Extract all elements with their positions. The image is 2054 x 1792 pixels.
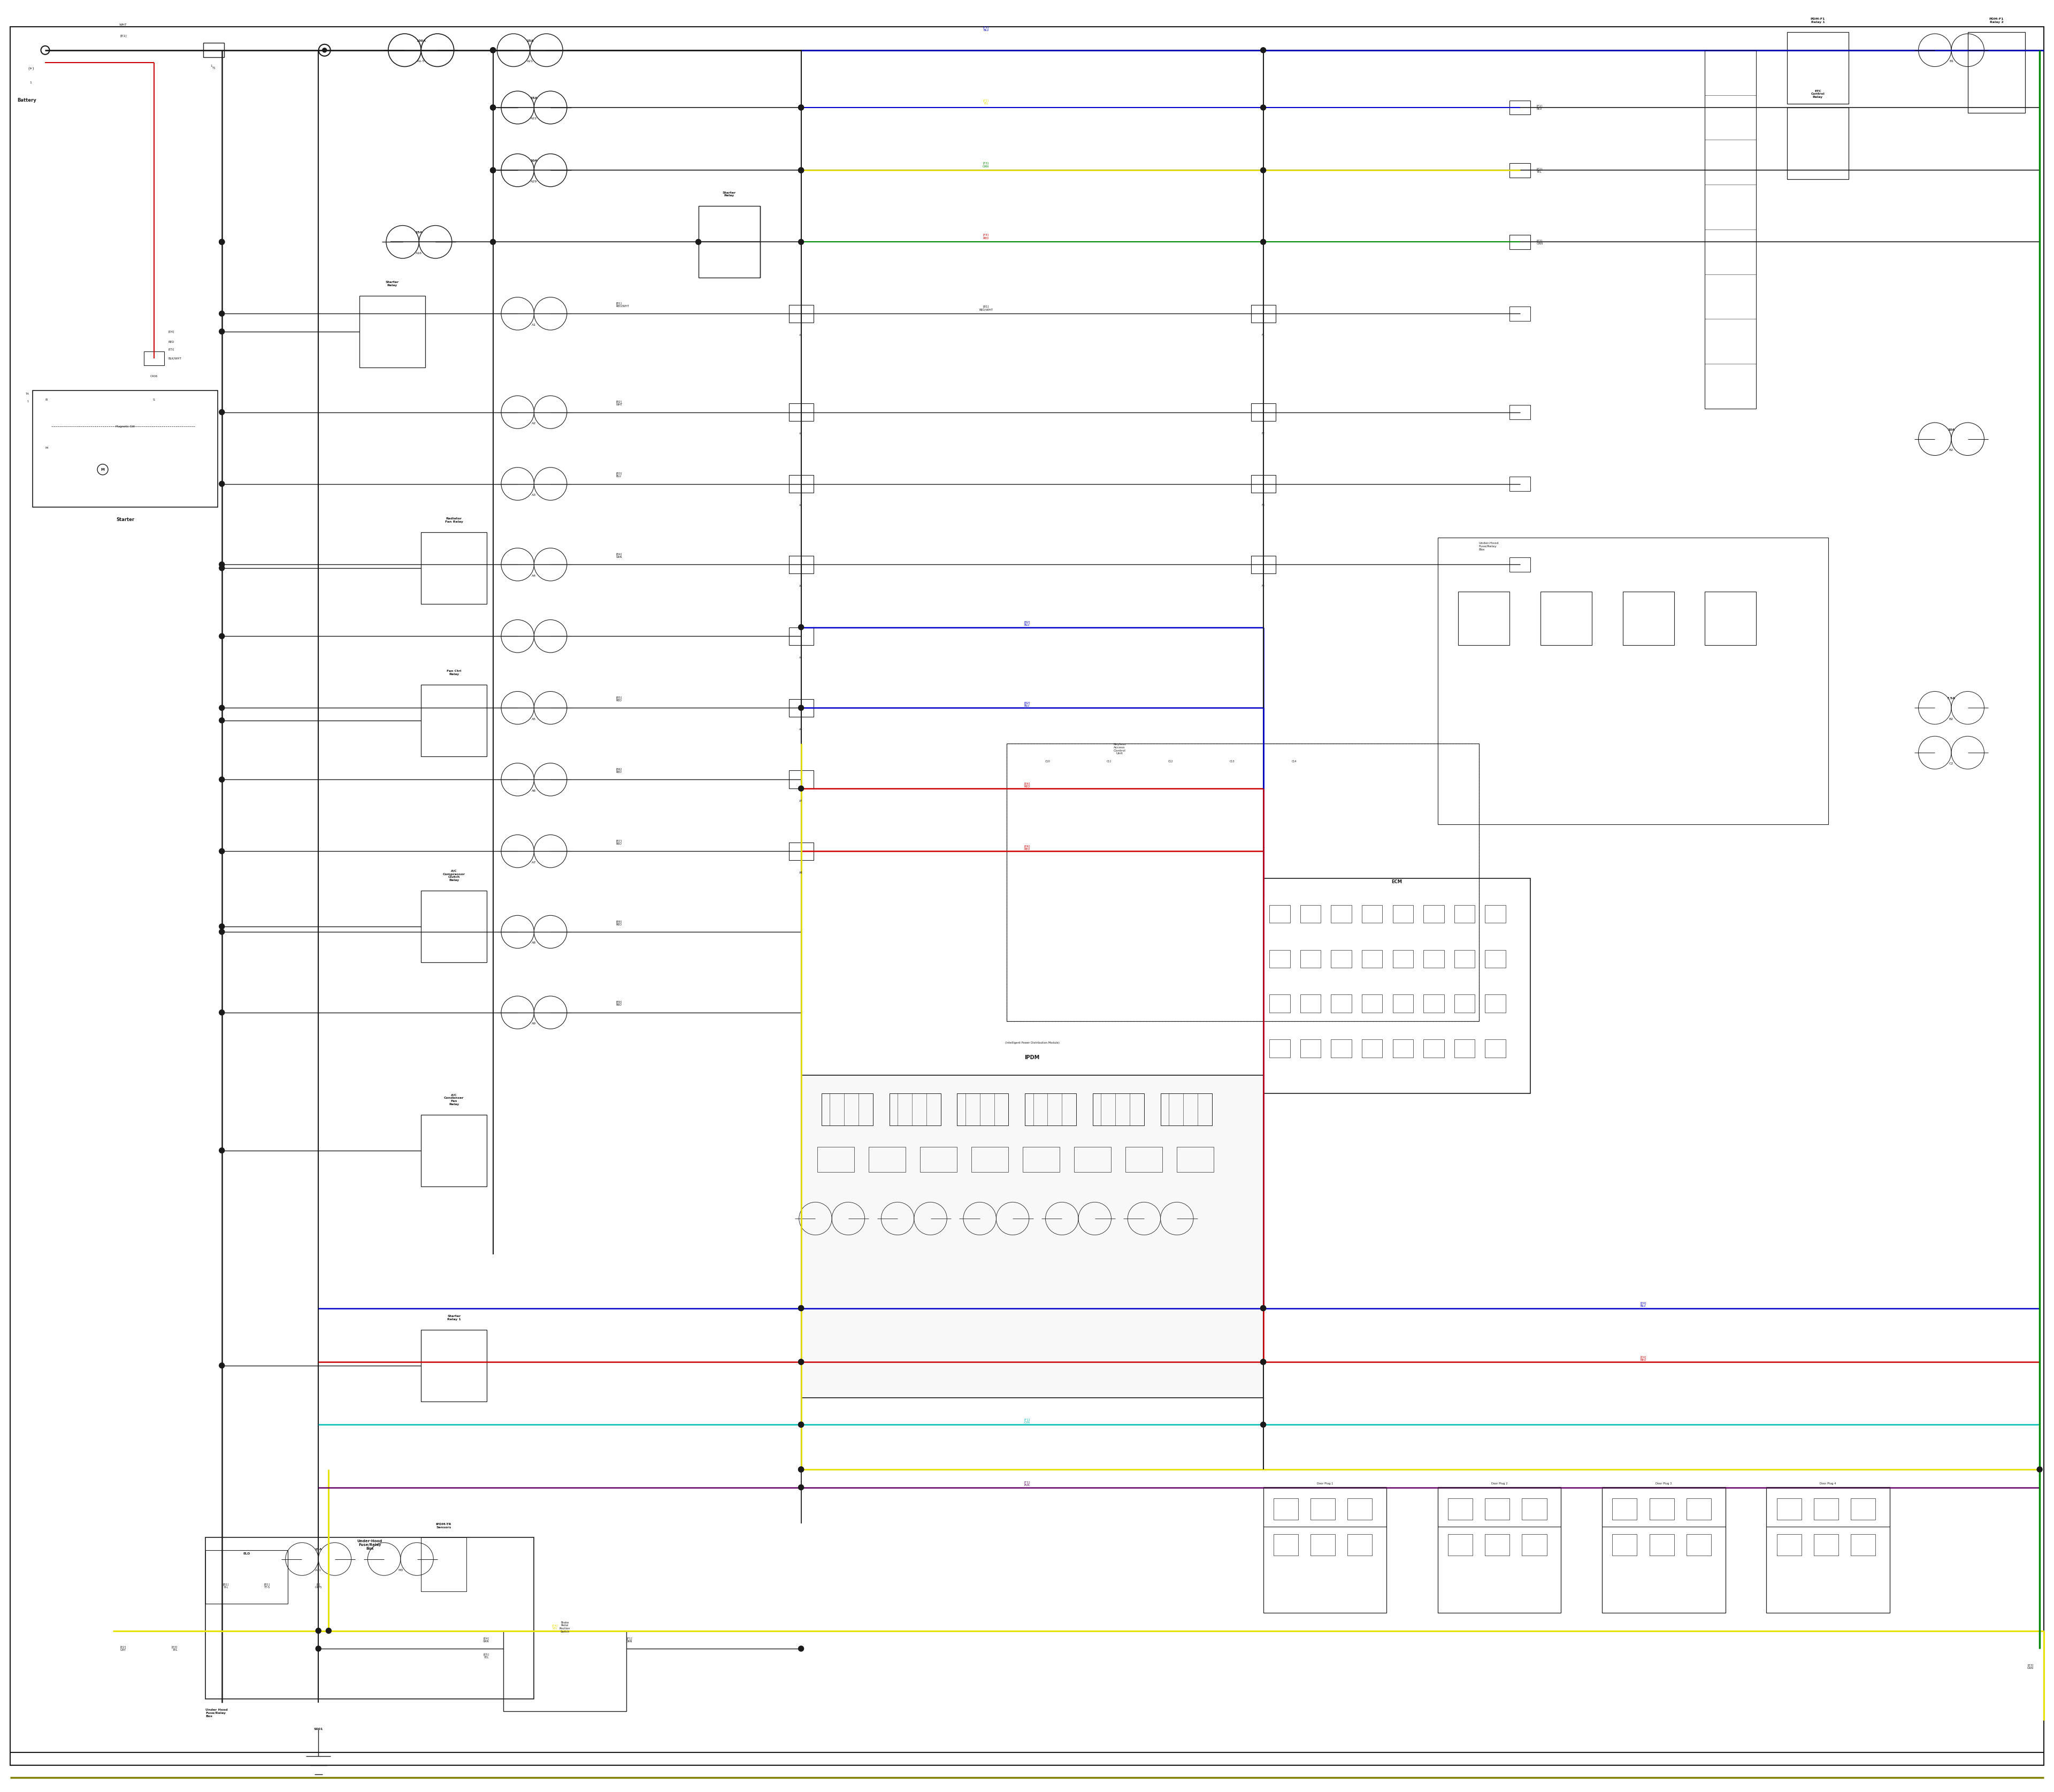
Text: PDM-F1
Relay 1: PDM-F1 Relay 1	[1810, 18, 1826, 23]
Circle shape	[1261, 1360, 1265, 1364]
Bar	[1362, 995, 1382, 1012]
Bar	[1787, 32, 1849, 104]
Bar	[1423, 905, 1444, 923]
Bar	[1423, 950, 1444, 968]
Bar	[789, 403, 813, 421]
Text: S001: S001	[314, 1727, 322, 1731]
Text: Door Plug 2: Door Plug 2	[1491, 1482, 1508, 1486]
Bar	[1540, 591, 1592, 645]
Text: A22: A22	[530, 118, 538, 120]
Circle shape	[220, 1011, 224, 1014]
Bar	[421, 685, 487, 756]
Text: C11: C11	[1107, 760, 1111, 763]
Circle shape	[220, 634, 224, 638]
Text: [B5]
RED: [B5] RED	[616, 695, 622, 702]
Bar	[1602, 1487, 1725, 1613]
Circle shape	[220, 563, 224, 566]
Circle shape	[2038, 1468, 2042, 1471]
Text: [B7]
RED: [B7] RED	[616, 839, 622, 846]
Circle shape	[799, 1306, 803, 1310]
Text: [B2]
WHT: [B2] WHT	[616, 400, 622, 407]
Bar	[205, 1538, 534, 1699]
Bar	[1300, 905, 1321, 923]
Bar	[1686, 1498, 1711, 1520]
Text: 7.5A: 7.5A	[1947, 697, 1955, 699]
Text: S: S	[152, 398, 156, 401]
Bar	[1300, 950, 1321, 968]
Text: Starter
Relay: Starter Relay	[723, 192, 735, 197]
Circle shape	[220, 849, 224, 853]
Text: [E2]
GRY: [E2] GRY	[121, 1645, 125, 1652]
Bar	[203, 43, 224, 57]
Text: C12: C12	[1169, 760, 1173, 763]
Bar	[1300, 1039, 1321, 1057]
Bar	[1458, 591, 1510, 645]
Bar	[801, 1075, 1263, 1398]
Text: 15A: 15A	[526, 39, 534, 41]
Bar	[972, 1147, 1009, 1172]
Bar	[1851, 1534, 1875, 1555]
Circle shape	[1261, 1423, 1265, 1426]
Bar	[205, 1550, 288, 1604]
Text: A3: A3	[532, 495, 536, 496]
Bar	[421, 1538, 466, 1591]
Circle shape	[1261, 240, 1265, 244]
Text: [B9]
RED: [B9] RED	[616, 1000, 622, 1007]
Bar	[1269, 905, 1290, 923]
Text: A11: A11	[314, 1570, 322, 1572]
Text: RED: RED	[168, 340, 175, 344]
Circle shape	[799, 1306, 803, 1310]
Text: C13: C13	[1230, 760, 1234, 763]
Text: A2: A2	[799, 432, 803, 435]
Bar	[1814, 1498, 1838, 1520]
Circle shape	[799, 1423, 803, 1426]
Text: [F1]
CYN: [F1] CYN	[1025, 1417, 1029, 1425]
Bar	[1273, 1534, 1298, 1555]
Text: [E]
C4P5: [E] C4P5	[314, 1582, 322, 1590]
Circle shape	[220, 240, 224, 244]
Text: T1: T1	[212, 66, 216, 70]
Text: Brake
Pedal
Position
Switch: Brake Pedal Position Switch	[559, 1622, 571, 1633]
Bar	[1510, 405, 1530, 419]
Circle shape	[220, 706, 224, 710]
Text: [F3]
GRN: [F3] GRN	[982, 161, 990, 168]
Text: A1: A1	[532, 324, 536, 326]
Circle shape	[799, 1360, 803, 1364]
Circle shape	[220, 925, 224, 928]
Bar	[1510, 163, 1530, 177]
Bar	[1623, 591, 1674, 645]
Bar	[1485, 905, 1506, 923]
Bar	[1251, 556, 1276, 573]
Bar	[1393, 995, 1413, 1012]
Text: F1: F1	[1261, 333, 1265, 337]
Text: IPDM-TR
Sensors: IPDM-TR Sensors	[435, 1523, 452, 1529]
Text: M: M	[45, 446, 47, 450]
Text: Fan Ctrl
Relay: Fan Ctrl Relay	[446, 670, 462, 676]
Circle shape	[316, 1629, 320, 1633]
Bar	[1310, 1534, 1335, 1555]
Text: A1-5: A1-5	[417, 61, 425, 63]
Circle shape	[491, 48, 495, 52]
Bar	[1269, 950, 1290, 968]
Bar	[1485, 1498, 1510, 1520]
Bar	[1612, 1534, 1637, 1555]
Text: [B2]
BLU: [B2] BLU	[1025, 701, 1029, 708]
Text: [E5]
YEL: [E5] YEL	[483, 1652, 489, 1659]
Bar	[789, 771, 813, 788]
Text: C14: C14	[1292, 760, 1296, 763]
Bar	[1263, 1487, 1386, 1613]
Bar	[1362, 950, 1382, 968]
Text: [F1]
BLU: [F1] BLU	[984, 25, 988, 32]
Text: Starter
Relay 1: Starter Relay 1	[448, 1315, 460, 1321]
Bar	[789, 699, 813, 717]
Bar	[1310, 1498, 1335, 1520]
Bar	[1612, 1498, 1637, 1520]
Circle shape	[799, 168, 803, 172]
Bar	[1263, 878, 1530, 1093]
Circle shape	[220, 240, 224, 244]
Circle shape	[696, 240, 700, 244]
Bar	[957, 1093, 1009, 1125]
Text: Radiator
Fan Relay: Radiator Fan Relay	[446, 518, 462, 523]
Circle shape	[799, 1423, 803, 1426]
Circle shape	[799, 1486, 803, 1489]
